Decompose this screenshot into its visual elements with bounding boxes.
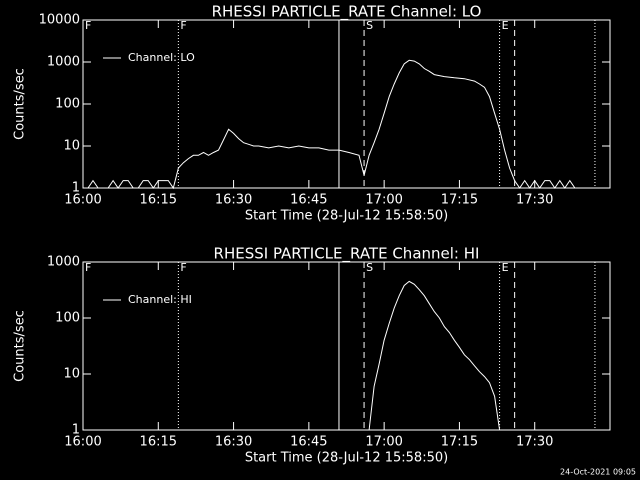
y-tick-label: 1 bbox=[72, 423, 80, 438]
chart-title: RHESSI PARTICLE_RATE Channel: HI bbox=[214, 245, 480, 264]
event-label: S bbox=[366, 261, 373, 274]
x-tick-label: 17:00 bbox=[365, 435, 402, 450]
footer: 24-Oct-2021 09:05 bbox=[560, 468, 636, 477]
x-axis-label: Start Time (28-Jul-12 15:58:50) bbox=[245, 209, 448, 224]
y-tick-label: 1000 bbox=[47, 55, 80, 70]
x-tick-label: 16:15 bbox=[140, 435, 177, 450]
x-tick-label: 16:30 bbox=[215, 435, 252, 450]
y-tick-label: 100 bbox=[55, 97, 80, 112]
x-tick-label: 17:15 bbox=[441, 193, 478, 208]
x-tick-label: 16:45 bbox=[290, 435, 327, 450]
y-tick-label: 100 bbox=[55, 311, 80, 326]
plot-frame bbox=[82, 19, 611, 189]
y-tick-label: 10000 bbox=[39, 13, 80, 28]
x-tick-label: 17:30 bbox=[516, 193, 553, 208]
x-tick-label: 16:00 bbox=[64, 193, 101, 208]
event-label: E bbox=[502, 261, 509, 274]
y-tick-label: 1000 bbox=[47, 255, 80, 270]
event-label: F bbox=[180, 261, 186, 274]
event-label: S bbox=[366, 19, 373, 32]
x-tick-label: 17:30 bbox=[516, 435, 553, 450]
y-tick-label: 10 bbox=[63, 367, 80, 382]
legend-label: Channel: HI bbox=[128, 293, 192, 306]
y-axis-label: Counts/sec bbox=[13, 310, 28, 382]
data-line bbox=[83, 59, 595, 190]
event-label: F bbox=[85, 261, 91, 274]
y-axis-label: Counts/sec bbox=[13, 68, 28, 140]
event-label: F bbox=[180, 19, 186, 32]
x-tick-label: 16:30 bbox=[215, 193, 252, 208]
data-line bbox=[368, 280, 501, 431]
x-tick-label: 16:00 bbox=[64, 435, 101, 450]
event-label: F bbox=[85, 19, 91, 32]
plot-frame bbox=[82, 261, 611, 431]
x-tick-label: 17:15 bbox=[441, 435, 478, 450]
y-tick-label: 1 bbox=[72, 181, 80, 196]
x-tick-label: 17:00 bbox=[365, 193, 402, 208]
x-axis-label: Start Time (28-Jul-12 15:58:50) bbox=[245, 451, 448, 466]
y-tick-label: 10 bbox=[63, 139, 80, 154]
x-tick-label: 16:15 bbox=[140, 193, 177, 208]
event-label: E bbox=[502, 19, 509, 32]
legend-label: Channel: LO bbox=[128, 51, 195, 64]
chart-title: RHESSI PARTICLE_RATE Channel: LO bbox=[212, 3, 482, 22]
x-tick-label: 16:45 bbox=[290, 193, 327, 208]
